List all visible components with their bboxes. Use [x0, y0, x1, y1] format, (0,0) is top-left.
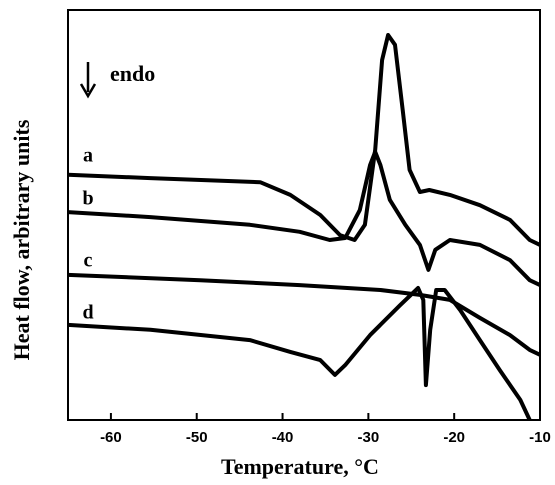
y-axis-label: Heat flow, arbitrary units	[9, 119, 34, 360]
x-tick-label: -30	[358, 429, 380, 446]
x-tick-label: -50	[186, 429, 208, 446]
curve	[67, 149, 541, 287]
curve-label: a	[83, 145, 93, 167]
curve-label: d	[82, 302, 93, 324]
x-tick-label: -20	[443, 429, 465, 446]
curve-label: c	[84, 250, 93, 272]
x-tick-label: -10	[529, 429, 551, 446]
curve-label: b	[82, 188, 93, 210]
plot-frame	[67, 9, 541, 421]
curve	[67, 272, 541, 357]
annotation: endo	[110, 61, 155, 86]
curve	[67, 33, 541, 247]
curve	[67, 286, 532, 421]
x-tick-label: -60	[100, 429, 122, 446]
endo-arrow	[79, 62, 97, 99]
x-axis-label: Temperature, °C	[221, 454, 379, 479]
x-tick-label: -40	[272, 429, 294, 446]
